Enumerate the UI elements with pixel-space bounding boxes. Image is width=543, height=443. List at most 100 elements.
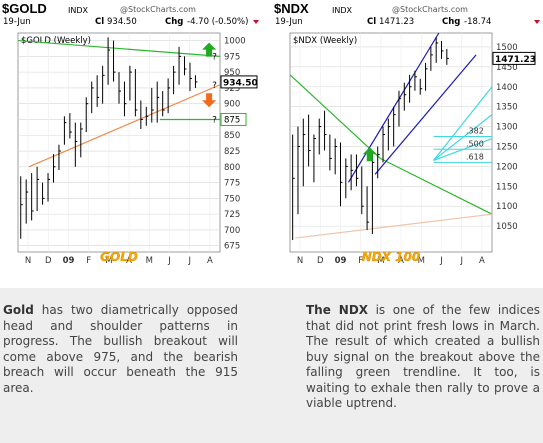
ndx-x-tick-label: N [297,256,303,266]
ndx-caption-text: is one of the few indices that did not p… [306,303,540,410]
gold-y-tick-label: 850 [224,131,240,141]
gold-x-tick-label: 09 [63,256,75,266]
ndx-y-tick-label: 1350 [496,103,518,113]
gold-trendline [28,84,221,168]
ndx-price-tag [492,51,536,65]
ndx-x-tick-label: M [377,256,384,266]
caption-band [0,288,543,443]
gold-x-tick-label: M [146,256,153,266]
gold-y-tick-label: 950 [224,68,240,78]
ndx-x-tick-label: M [418,256,425,266]
ndx-y-tick-label: 1200 [496,162,518,172]
ndx-y-tick-label: 1050 [496,222,518,232]
gold-plot-area [17,32,221,253]
gold-x-tick-label: A [126,256,132,266]
gold-y-tick-label: 675 [224,242,240,252]
gold-boxed-level-label: 875 [224,115,240,125]
gold-y-tick-label: 700 [224,226,240,236]
ndx-fib-level-label: .618 [466,152,484,161]
gold-x-tick-label: J [167,256,171,266]
ndx-exchange: INDX [332,6,353,15]
ndx-chart-title: NDX 100 [362,250,420,264]
ndx-up-arrow-icon [362,147,377,162]
ndx-date: 19-Jun [275,17,303,27]
ndx-trendline [289,74,381,159]
gold-down-arrow-icon [202,93,217,108]
gold-chg-value: -4.70 (-0.50%) [187,17,248,27]
ndx-y-tick-label: 1300 [496,123,518,133]
gold-watermark: @StockCharts.com [120,5,196,14]
ndx-x-tick-label: 09 [335,256,347,266]
ndx-y-tick-label: 1500 [496,43,518,53]
ndx-plot-area [289,32,493,253]
ndx-chg-label: Chg [442,17,460,27]
ndx-x-tick-label: J [459,256,463,266]
ndx-fib-level-label: .500 [466,139,484,148]
ndx-close-label: Cl [367,17,376,27]
ndx-x-tick-label: D [317,256,324,266]
gold-y-tick-label: 900 [224,100,240,110]
gold-chg-label: Chg [165,17,183,27]
ndx-trendline [433,114,493,161]
ndx-chg-value: -18.74 [464,17,491,27]
ndx-symbol: $NDX [274,1,309,16]
ndx-y-tick-label: 1100 [496,202,518,212]
gold-up-arrow-icon [202,42,217,57]
gold-close-label: Cl [95,17,104,27]
ndx-y-tick-label: 1400 [496,83,518,93]
gold-y-tick-label: 975 [224,52,240,62]
gold-inner-label: $GOLD (Weekly) [21,36,91,46]
gold-symbol: $GOLD [2,1,47,16]
gold-question-marker: ? [212,52,217,62]
gold-trendline [17,39,221,57]
gold-exchange: INDX [68,6,89,15]
gold-date: 19-Jun [3,17,31,27]
gold-price-tag-label: 934.50 [223,78,258,88]
gold-x-tick-label: A [207,256,213,266]
gold-caption-bold: Gold [3,303,34,317]
gold-chart-panel: $GOLD INDX @StockCharts.com 19-Jun Cl 934.50 C… [0,0,271,270]
gold-boxed-level [220,112,247,126]
gold-y-tick-label: 750 [224,194,240,204]
gold-question-marker: ? [212,81,217,91]
gold-y-tick-label: 1000 [224,37,246,47]
ndx-fib-level-label: .382 [466,127,484,136]
gold-x-tick-label: F [86,256,91,266]
ndx-inner-label: $NDX (Weekly) [293,36,357,46]
gold-caption: Gold has two diametrically opposed head … [3,303,238,396]
ndx-y-tick-label: 1450 [496,63,518,73]
ndx-x-tick-label: J [439,256,443,266]
gold-caption-text: has two diametrically opposed head and s… [3,303,238,395]
ndx-trendline [374,54,477,175]
ndx-trendline [380,157,493,215]
gold-question-marker: ? [212,115,217,125]
gold-down-triangle-icon [253,20,259,24]
gold-x-tick-label: D [45,256,52,266]
ndx-y-tick-label: 1250 [496,142,518,152]
ndx-x-tick-label: A [398,256,404,266]
gold-y-tick-label: 725 [224,210,240,220]
ndx-price-tag-label: 1471.23 [495,55,536,65]
ndx-down-triangle-icon [534,20,540,24]
gold-y-tick-label: 775 [224,179,240,189]
ndx-x-tick-label: A [479,256,485,266]
ndx-watermark: @StockCharts.com [392,5,468,14]
ndx-caption-bold: The NDX [306,303,369,317]
gold-close-value: 934.50 [107,17,137,27]
ndx-y-tick-label: 1150 [496,182,518,192]
gold-price-tag [220,75,258,89]
gold-y-tick-label: 825 [224,147,240,157]
ndx-trendline [433,86,493,161]
ndx-close-value: 1471.23 [379,17,414,27]
ndx-x-tick-label: F [358,256,363,266]
gold-x-tick-label: M [105,256,112,266]
gold-y-tick-label: 925 [224,84,240,94]
ndx-trendline [295,213,493,239]
gold-x-tick-label: J [187,256,191,266]
gold-x-tick-label: N [25,256,31,266]
gold-chart-title: GOLD [100,250,138,264]
ndx-caption: The NDX is one of the few indices that d… [306,303,540,412]
gold-y-tick-label: 800 [224,163,240,173]
